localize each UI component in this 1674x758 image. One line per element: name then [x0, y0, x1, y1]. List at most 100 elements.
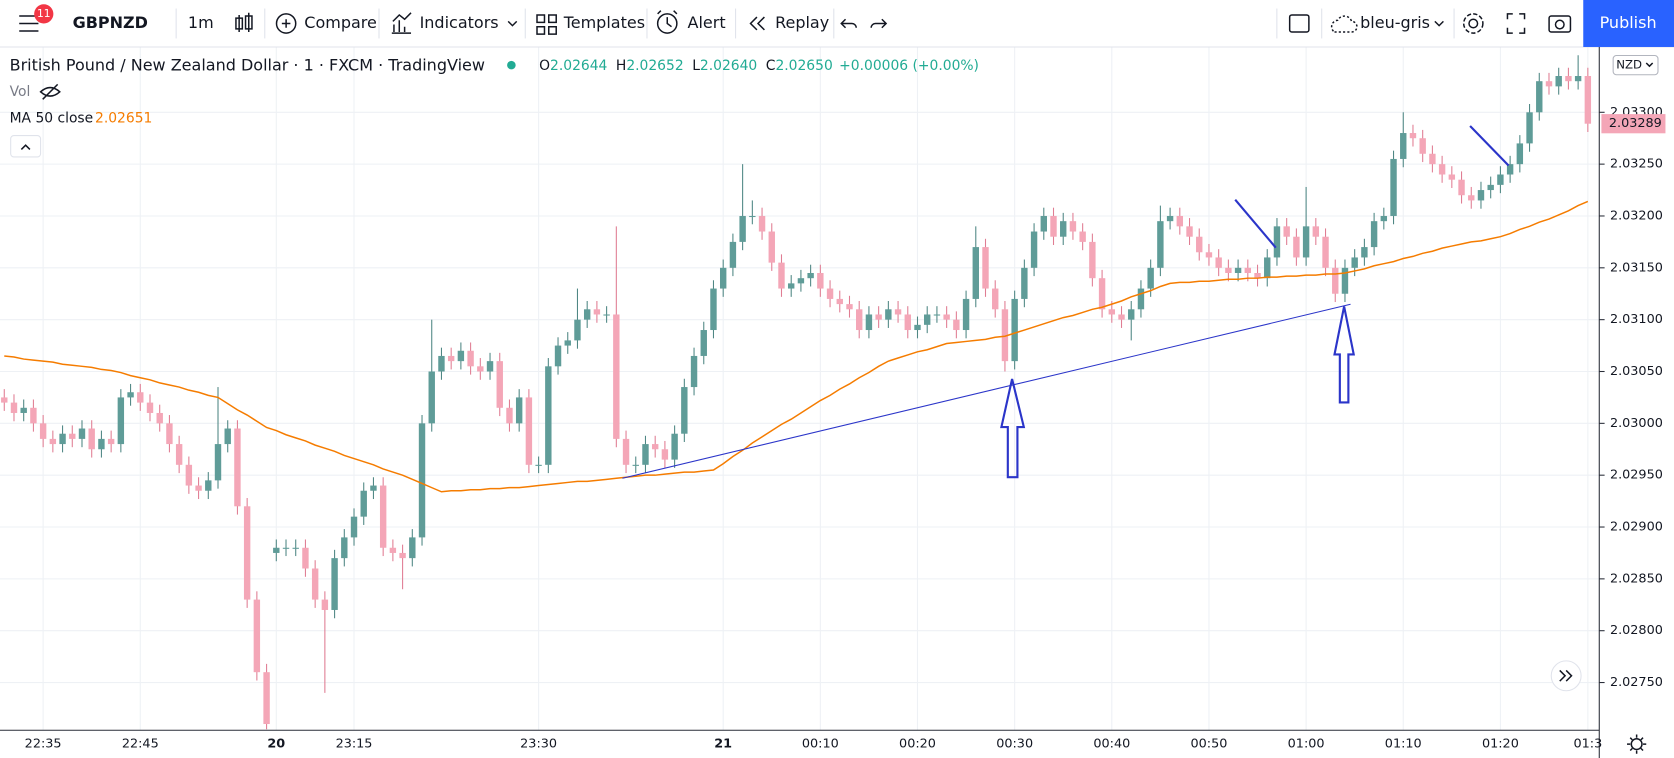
- toolbar: 11 GBPNZD 1m Compare Indicators Template…: [0, 0, 1674, 48]
- candle-body: [1254, 273, 1261, 279]
- x-tick-label: 00:30: [996, 737, 1033, 752]
- x-tick-label: 01:3: [1573, 737, 1602, 752]
- y-tick-label: 2.02800: [1610, 623, 1663, 638]
- candle-body: [1, 397, 8, 403]
- x-tick-label: 22:35: [25, 737, 62, 752]
- candle-body: [1060, 221, 1067, 237]
- candle-body: [1409, 133, 1417, 139]
- interval[interactable]: 1m: [188, 13, 214, 32]
- x-tick-label: 00:40: [1093, 737, 1130, 752]
- collapse-button[interactable]: [10, 135, 42, 158]
- currency-button[interactable]: [1612, 54, 1659, 76]
- candle-body: [681, 387, 688, 434]
- arrow: [1000, 378, 1026, 479]
- candle-body: [107, 438, 115, 445]
- candle-body: [205, 480, 212, 491]
- candle-body: [1516, 143, 1524, 165]
- candle-body: [1526, 112, 1533, 144]
- candle-body: [1021, 267, 1028, 299]
- y-tick-label: 2.03200: [1610, 208, 1663, 223]
- candle-body: [389, 547, 397, 553]
- drawn-line: [1234, 198, 1277, 249]
- ma-value: 2.02651: [95, 111, 152, 127]
- candle-body: [49, 438, 57, 445]
- candle-body: [943, 314, 950, 320]
- candle-body: [1506, 164, 1514, 175]
- candle-body: [924, 314, 931, 325]
- candle-body: [438, 355, 445, 372]
- ma-label: MA 50 close: [10, 111, 94, 127]
- drawn-line: [1469, 125, 1510, 167]
- candle-body: [39, 423, 47, 439]
- y-tick-label: 2.03100: [1610, 312, 1663, 327]
- candle-body: [1157, 221, 1164, 268]
- x-tick-label: 21: [714, 737, 732, 752]
- layout-name[interactable]: bleu-gris: [1360, 13, 1430, 32]
- axes: NZD 2.02750 2.02800 2.02850 2.02900 2.02950 2…: [0, 46, 1666, 758]
- trend-line: [622, 303, 1351, 479]
- menu-button[interactable]: 11: [19, 4, 54, 32]
- candle-body: [506, 407, 513, 424]
- candle-body: [1001, 309, 1009, 362]
- candle-body: [234, 428, 241, 507]
- indicators-button[interactable]: Indicators: [420, 13, 499, 32]
- candle-body: [20, 407, 27, 413]
- candle-body: [1108, 309, 1116, 315]
- layout-button[interactable]: [1288, 14, 1310, 33]
- candle-body: [1565, 76, 1572, 82]
- candle-body: [1341, 267, 1349, 294]
- x-tick-label: 00:50: [1191, 737, 1228, 752]
- ohlc-value: 2.02640: [700, 58, 757, 74]
- candle-body: [457, 350, 465, 362]
- ohlc-value: 2.02644: [550, 58, 607, 74]
- candle-body: [1128, 309, 1135, 320]
- candle-body: [1089, 241, 1096, 279]
- candle-body: [1176, 215, 1184, 227]
- candle-body: [370, 485, 377, 491]
- candle-body: [263, 672, 270, 725]
- y-tick-label: 2.03150: [1610, 260, 1663, 275]
- templates-button[interactable]: Templates: [563, 13, 645, 32]
- candle-body: [875, 314, 882, 320]
- candle-body: [583, 309, 591, 320]
- candle-body: [1370, 221, 1378, 248]
- candle-body: [78, 428, 86, 439]
- alert-button[interactable]: Alert: [688, 13, 726, 32]
- candle-body: [836, 298, 843, 305]
- toolbar-bg: [0, 0, 1674, 47]
- candle-body: [10, 402, 18, 413]
- settings-button[interactable]: [1630, 738, 1643, 751]
- candle-body: [933, 314, 941, 316]
- candle-body: [1166, 215, 1174, 222]
- candle-body: [1283, 226, 1290, 237]
- candle-body: [447, 355, 455, 362]
- candle-body: [1361, 247, 1368, 258]
- candle-body: [1225, 267, 1232, 274]
- candle-body: [137, 392, 144, 403]
- candle-body: [1322, 236, 1329, 268]
- candle-body: [953, 319, 960, 331]
- candle-body: [496, 361, 503, 408]
- candle-body: [282, 547, 290, 549]
- y-tick-label: 2.02900: [1610, 520, 1663, 535]
- candle-body: [224, 428, 231, 445]
- replay-button[interactable]: Replay: [775, 13, 829, 32]
- compare-button[interactable]: Compare: [304, 13, 377, 32]
- ohlc-key: H: [616, 58, 626, 74]
- candle-body: [360, 490, 367, 517]
- candle-body: [1293, 236, 1300, 258]
- scroll-button[interactable]: [1550, 660, 1582, 692]
- publish-button[interactable]: Publish: [1583, 0, 1674, 47]
- symbol[interactable]: GBPNZD: [73, 13, 148, 32]
- candle-body: [1186, 226, 1193, 237]
- candle-body: [719, 267, 727, 289]
- chart-type-button[interactable]: [235, 12, 253, 33]
- candle-body: [1351, 257, 1358, 268]
- change: +0.00006 (+0.00%): [839, 58, 979, 74]
- candle-body: [1400, 133, 1407, 159]
- candle-body: [1545, 81, 1553, 87]
- x-tick-label: 20: [267, 737, 285, 752]
- legend: British Pound / New Zealand Dollar · 1 ·…: [10, 56, 979, 158]
- y-tick-label: 2.02950: [1610, 468, 1663, 483]
